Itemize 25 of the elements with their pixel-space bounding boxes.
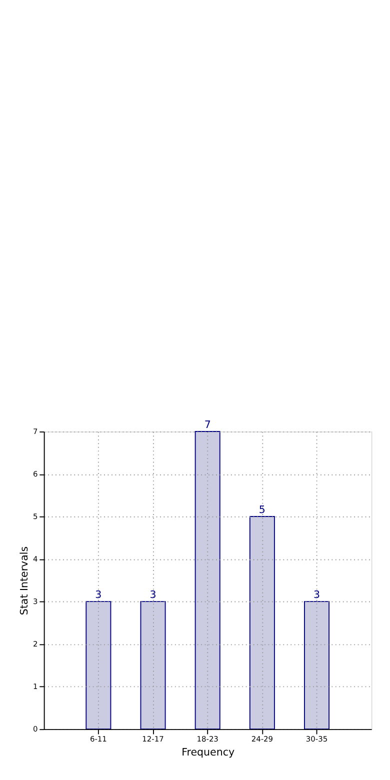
y-tick-label: 1 bbox=[33, 682, 38, 691]
y-tick-label: 5 bbox=[33, 512, 38, 521]
data-label: 3 bbox=[313, 588, 320, 601]
bar bbox=[304, 601, 330, 730]
y-tick-label: 6 bbox=[33, 469, 38, 478]
x-tick-label: 24-29 bbox=[251, 734, 274, 744]
y-tick-label: 4 bbox=[33, 554, 38, 564]
y-tick-label: 3 bbox=[33, 596, 38, 606]
x-tick-label: 30-35 bbox=[306, 734, 328, 744]
bar bbox=[140, 601, 166, 730]
bar bbox=[194, 431, 220, 730]
y-tick-label: 7 bbox=[33, 426, 38, 436]
x-tick-label: 12-17 bbox=[142, 734, 164, 744]
y-axis-title: Stat Intervals bbox=[18, 546, 30, 616]
data-label: 5 bbox=[258, 504, 266, 516]
data-label: 3 bbox=[150, 588, 156, 601]
x-tick-label: 6-11 bbox=[90, 734, 108, 744]
bar bbox=[86, 601, 112, 730]
data-label: 3 bbox=[95, 588, 102, 601]
bar bbox=[249, 516, 275, 730]
data-label: 7 bbox=[204, 418, 211, 431]
y-tick-label: 0 bbox=[33, 724, 38, 734]
y-tick-label: 2 bbox=[33, 639, 38, 648]
x-tick-label: 18-23 bbox=[196, 734, 219, 744]
x-axis-title: Frequency bbox=[182, 746, 235, 759]
